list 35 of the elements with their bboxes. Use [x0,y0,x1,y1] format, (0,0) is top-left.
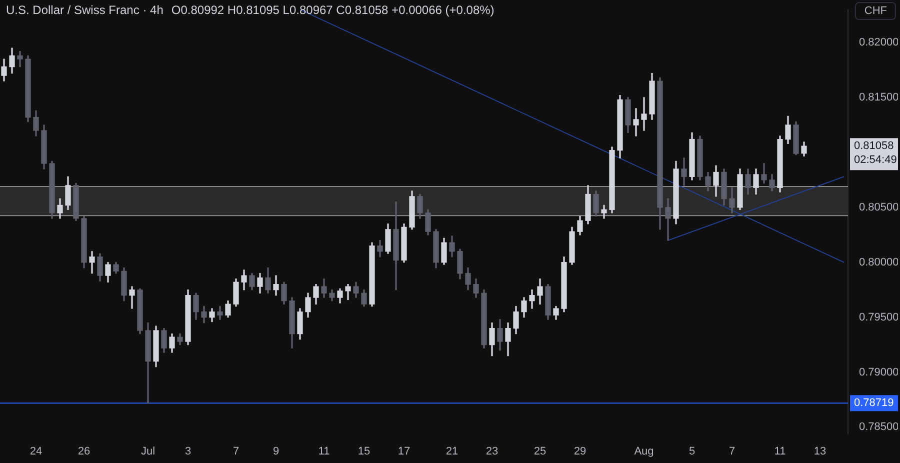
x-tick-label: 23 [486,445,498,458]
text: 02:54:49 [854,154,897,166]
x-tick-label: 26 [78,445,90,458]
candlestick [17,51,23,68]
y-tick-label: 0.80500 [859,201,899,214]
x-tick-label: 11 [318,445,330,458]
candlestick [633,108,639,136]
x-tick-label: 24 [30,445,42,458]
x-tick-label: Aug [634,445,654,458]
x-tick-label: 9 [272,445,280,458]
x-tick-label: 25 [534,445,546,458]
x-tick-label: 7 [232,445,240,458]
x-tick-label: 17 [398,445,410,458]
y-tick-label: 0.82000 [859,36,899,49]
x-tick-label: 13 [814,445,826,458]
x-tick-label: Jul [140,445,156,458]
chart-title: U.S. Dollar / Swiss Franc · 4h [6,3,164,17]
x-tick-label: 11 [774,445,786,458]
y-tick-label: 0.79500 [859,311,899,324]
chart-subtitle: O0.80992 H0.81095 L0.80967 C0.81058 +0.00066 (+0.08%) [171,3,494,17]
candlestick [129,286,135,309]
text: 0.81058 [854,140,894,152]
ref-line-label: 0.78719 [854,397,894,410]
x-tick-label: 3 [184,445,192,458]
x-tick-label: 21 [446,445,458,458]
y-tick-label: 0.78500 [859,421,899,434]
x-tick-label: 15 [358,445,370,458]
y-axis-title: CHF [855,2,896,20]
y-tick-label: 0.79000 [859,366,899,378]
x-tick-label: 7 [728,445,736,458]
y-tick-label: 0.80000 [859,256,899,268]
x-tick-label: 29 [574,445,586,458]
y-tick-label: 0.81500 [859,92,899,104]
candlestick [641,97,647,131]
x-tick-label: 5 [688,445,696,458]
